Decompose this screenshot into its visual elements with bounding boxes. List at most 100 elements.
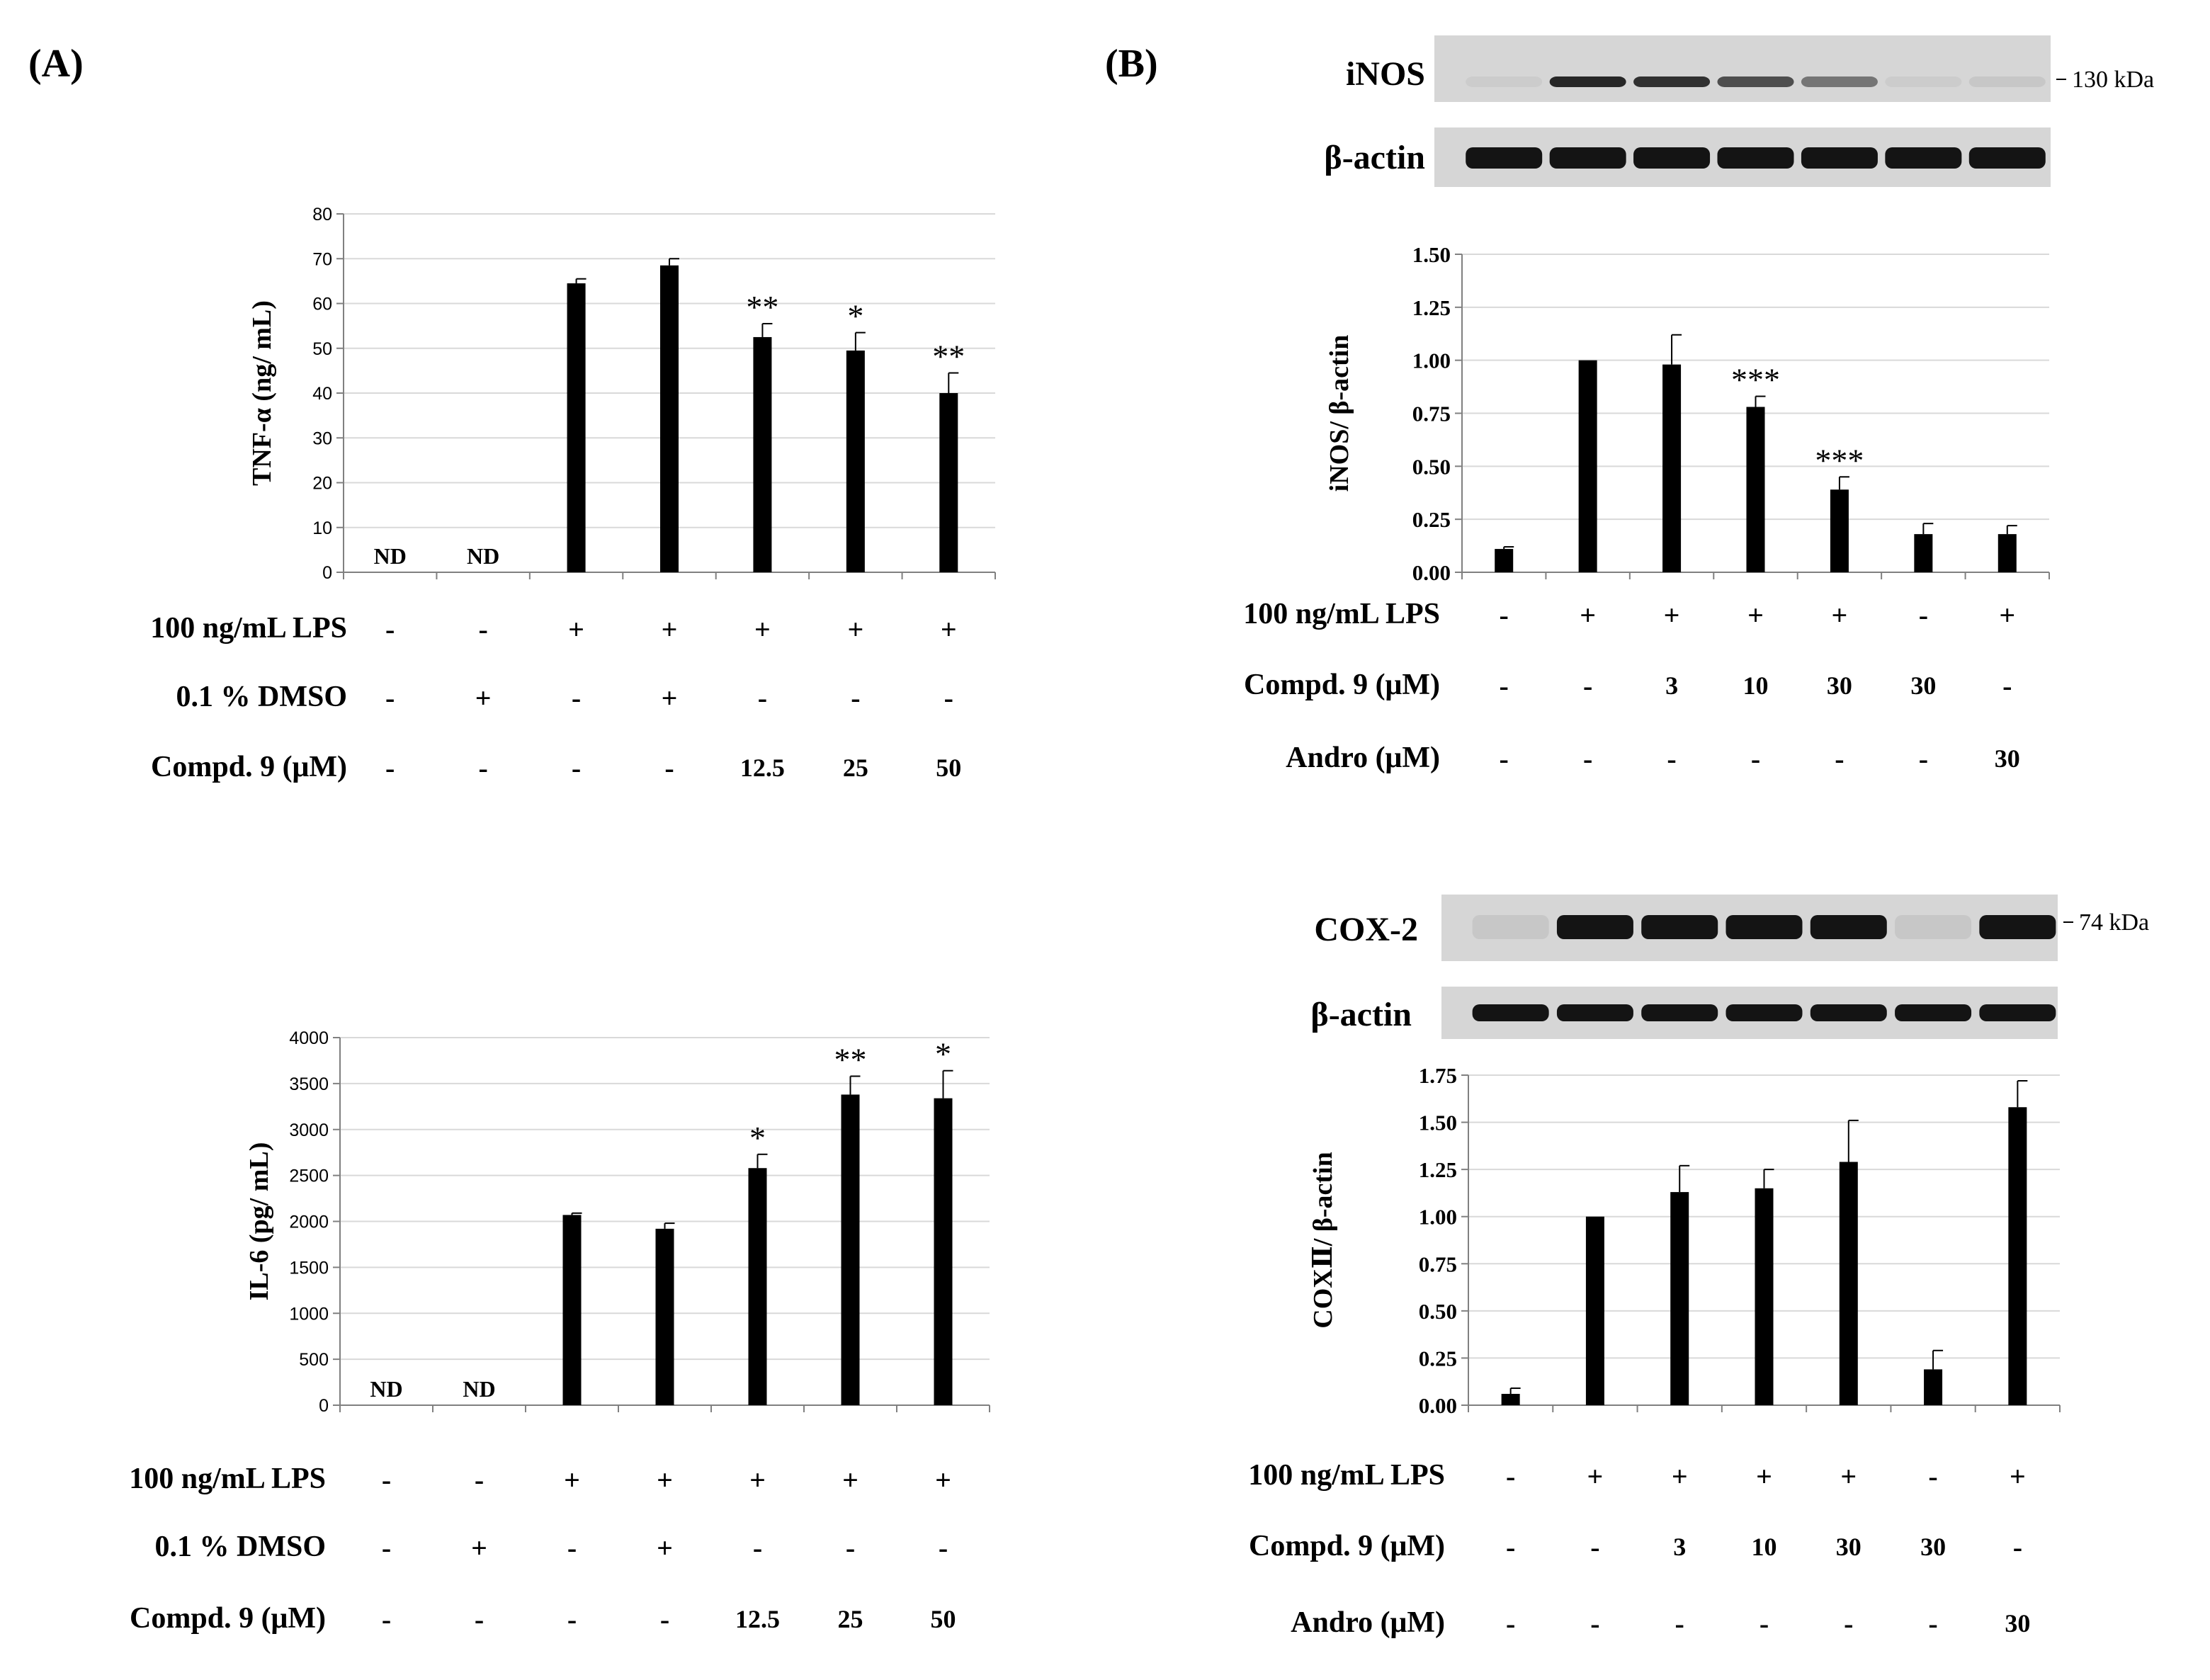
nd-label: ND	[463, 1376, 495, 1402]
condition-cell: -	[2002, 670, 2012, 702]
blot-band	[1472, 1004, 1549, 1021]
condition-row-label: 100 ng/mL LPS	[129, 1463, 326, 1495]
panel-b-label: (B)	[1105, 42, 1158, 86]
blot-band	[1801, 76, 1878, 87]
blot-band	[1633, 147, 1711, 169]
western-blots: iNOS 130 kDa β-actin COX-2 74 kDa β-actin	[1310, 35, 2154, 1039]
condition-cell: +	[1999, 599, 2015, 631]
y-tick-label: 1.25	[1419, 1157, 1457, 1182]
y-tick-label: 20	[312, 474, 332, 494]
condition-cell: 3	[1665, 671, 1678, 700]
bar	[1755, 1188, 1774, 1405]
y-tick-label: 0.00	[1412, 560, 1451, 585]
condition-cell: -	[1500, 599, 1509, 631]
condition-cell: 10	[1752, 1533, 1777, 1561]
y-tick-label: 2500	[289, 1167, 329, 1186]
significance-marker: **	[932, 339, 965, 375]
condition-cell: -	[660, 1604, 669, 1635]
blot-band	[1556, 915, 1633, 939]
condition-cell: -	[664, 752, 674, 784]
condition-cell: 10	[1743, 671, 1769, 700]
blot-band	[1726, 1004, 1803, 1021]
blot-band	[1801, 147, 1878, 169]
blot-band	[1717, 76, 1794, 87]
condition-cell: -	[1919, 599, 1928, 631]
condition-row-label: 100 ng/mL LPS	[150, 612, 347, 645]
condition-cell: -	[1590, 1608, 1599, 1640]
significance-marker: *	[935, 1036, 951, 1072]
blot-band	[1466, 76, 1543, 87]
blot-band	[1895, 1004, 1972, 1021]
blot-band	[1979, 1004, 2056, 1021]
significance-marker: ***	[1815, 442, 1864, 478]
condition-row-label: Compd. 9 (μM)	[151, 751, 347, 783]
y-tick-label: 1.00	[1419, 1205, 1457, 1230]
bar	[1746, 407, 1765, 572]
condition-cell: +	[1756, 1460, 1772, 1492]
condition-cell: +	[2010, 1460, 2026, 1492]
condition-cell: 25	[843, 754, 868, 782]
condition-cell: -	[939, 1532, 948, 1564]
nd-label: ND	[374, 543, 407, 569]
y-tick-label: 1.00	[1412, 348, 1451, 373]
significance-marker: *	[847, 298, 863, 334]
bar	[562, 1215, 582, 1405]
y-axis-label: COXⅡ/ β-actin	[1308, 1152, 1338, 1328]
condition-cell: 30	[2005, 1609, 2030, 1638]
condition-cell: +	[935, 1464, 951, 1496]
significance-marker: *	[749, 1120, 766, 1156]
bar	[660, 265, 679, 572]
y-tick-label: 3500	[289, 1074, 329, 1094]
blot-band	[1810, 915, 1887, 939]
condition-cell: 12.5	[740, 754, 785, 782]
condition-cell: 30	[1910, 671, 1936, 700]
condition-cell: -	[1583, 670, 1592, 702]
condition-cell: +	[568, 613, 584, 645]
bar	[1914, 534, 1933, 572]
condition-row-label: 100 ng/mL LPS	[1248, 1459, 1445, 1492]
condition-row-label: Andro (μM)	[1291, 1606, 1445, 1639]
condition-cell: +	[564, 1464, 580, 1496]
bar	[567, 283, 586, 572]
bar	[753, 336, 772, 572]
condition-cell: +	[1832, 599, 1848, 631]
blot-band	[1968, 147, 2046, 169]
blot-label: β-actin	[1324, 139, 1425, 176]
y-tick-label: 0	[322, 563, 332, 583]
condition-cell: -	[382, 1464, 391, 1496]
condition-cell: -	[567, 1532, 577, 1564]
condition-row-label: Compd. 9 (μM)	[130, 1602, 326, 1635]
y-tick-label: 1500	[289, 1258, 329, 1278]
condition-cell: +	[847, 613, 863, 645]
blot-band	[1810, 1004, 1887, 1021]
bar	[1924, 1369, 1943, 1405]
blot-band	[1472, 915, 1549, 939]
condition-row-label: Compd. 9 (μM)	[1249, 1530, 1445, 1562]
y-tick-label: 0.75	[1419, 1252, 1457, 1276]
condition-cell: +	[842, 1464, 858, 1496]
condition-cell: +	[657, 1464, 673, 1496]
y-axis-label: iNOS/ β-actin	[1325, 335, 1354, 492]
condition-cell: +	[1580, 599, 1596, 631]
blot-band	[1726, 915, 1803, 939]
y-tick-label: 40	[312, 384, 332, 404]
condition-cell: 30	[1827, 671, 1852, 700]
condition-cell: 50	[936, 754, 961, 782]
condition-cell: -	[475, 1604, 484, 1635]
y-axis-label: TNF-α (ng/ mL)	[247, 300, 277, 486]
condition-cell: -	[846, 1532, 855, 1564]
y-tick-label: 0.75	[1412, 402, 1451, 426]
condition-cell: -	[475, 1464, 484, 1496]
condition-cell: -	[572, 752, 581, 784]
blot-band	[1895, 915, 1972, 939]
blot-band	[1556, 1004, 1633, 1021]
condition-cell: +	[471, 1532, 487, 1564]
y-tick-label: 10	[312, 518, 332, 538]
condition-cell: -	[1506, 1531, 1515, 1563]
condition-cell: +	[662, 613, 678, 645]
blot-band	[1633, 76, 1711, 87]
condition-cell: -	[758, 682, 767, 714]
y-tick-label: 1.50	[1412, 242, 1451, 267]
y-tick-label: 0	[319, 1396, 329, 1416]
